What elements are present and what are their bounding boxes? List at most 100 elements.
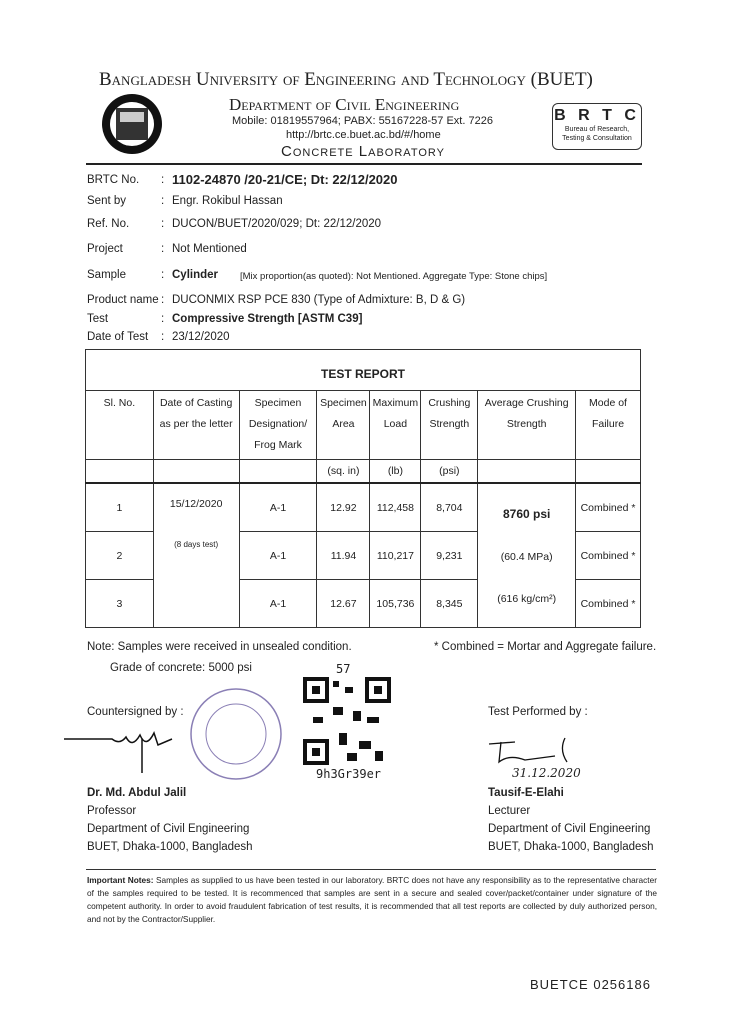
colon: :	[161, 313, 165, 325]
casting-date: 15/12/2020	[169, 498, 223, 510]
table-row: 2 A-1 11.94 110,217 9,231 Combined *	[85, 531, 641, 580]
concrete-grade: Grade of concrete: 5000 psi	[110, 662, 252, 674]
header-cell: Maximum Load	[369, 390, 422, 460]
info-label: Project	[87, 243, 123, 255]
colon: :	[161, 294, 165, 306]
colon: :	[161, 218, 165, 230]
strength-cell: 8,704	[420, 482, 479, 532]
info-label: Ref. No.	[87, 218, 130, 230]
area-cell: 12.67	[316, 579, 371, 628]
unit-cell: (lb)	[369, 459, 422, 484]
header-cell: Average Crushing Strength	[477, 390, 577, 460]
strength-cell: 8,345	[420, 579, 479, 628]
load-cell: 112,458	[369, 482, 422, 532]
signature-left-icon	[64, 731, 173, 773]
brtc-subtitle: Bureau of Research,	[564, 126, 630, 133]
report-title: TEST REPORT	[320, 367, 405, 381]
colon: :	[161, 243, 165, 255]
combined-note: * Combined = Mortar and Aggregate failur…	[434, 641, 657, 653]
test-name: Compressive Strength [ASTM C39]	[172, 313, 363, 325]
ref-number: DUCON/BUET/2020/029; Dt: 22/12/2020	[172, 218, 382, 230]
colon: :	[161, 174, 165, 186]
info-label: Sample	[87, 269, 126, 281]
header-cell: Date of Casting as per the letter	[152, 390, 240, 460]
header-divider	[86, 163, 642, 165]
performer-name: Tausif-E-Elahi	[488, 787, 564, 799]
mode-cell: Combined *	[575, 482, 641, 532]
serial-number: BUETCE 0256186	[530, 977, 651, 992]
department-seal-icon	[190, 688, 282, 780]
average-kg: (616 kg/cm²)	[497, 592, 557, 605]
colon: :	[161, 195, 165, 207]
contact-info: Mobile: 01819557964; PABX: 55167228-57 E…	[232, 115, 493, 127]
header-cell: Sl. No.	[85, 390, 154, 460]
brtc-subtitle: Testing & Consultation	[562, 135, 632, 142]
important-notes-title: Important Notes:	[87, 875, 154, 885]
sl-cell: 2	[85, 531, 154, 580]
notes-divider	[86, 869, 656, 870]
countersigner-title: Professor	[87, 805, 137, 817]
designation-cell: A-1	[238, 482, 318, 532]
average-mpa: (60.4 MPa)	[500, 550, 553, 563]
table-row: 3 A-1 12.67 105,736 8,345 Combined *	[85, 579, 641, 628]
signature-date: 31.12.2020	[512, 766, 581, 780]
average-strength-cell: 8760 psi (60.4 MPa) (616 kg/cm²)	[477, 482, 577, 628]
table-row: 1 15/12/2020 (8 days test) A-1 12.92 112…	[85, 482, 641, 628]
casting-note: (8 days test)	[174, 540, 219, 549]
qr-number: 57	[336, 662, 351, 676]
info-label: BRTC No.	[87, 174, 140, 186]
info-label: Product name	[87, 294, 159, 306]
unit-cell: (psi)	[420, 459, 479, 484]
table-header-row: Sl. No. Date of Casting as per the lette…	[85, 390, 641, 460]
performer-dept: Department of Civil Engineering	[488, 823, 651, 835]
qr-code-text: 9h3Gr39er	[316, 767, 382, 781]
countersigned-label: Countersigned by :	[87, 706, 184, 718]
sample: Cylinder	[172, 269, 219, 281]
countersigner-dept: Department of Civil Engineering	[87, 823, 250, 835]
lab-name: Concrete Laboratory	[281, 143, 445, 160]
university-name: Bangladesh University of Engineering and…	[99, 69, 593, 90]
signature-right-icon	[488, 737, 568, 764]
department-name: Department of Civil Engineering	[229, 95, 460, 114]
sl-cell: 3	[85, 579, 154, 628]
mode-cell: Combined *	[575, 531, 641, 580]
strength-cell: 9,231	[420, 531, 479, 580]
load-cell: 110,217	[369, 531, 422, 580]
test-date: 23/12/2020	[172, 331, 230, 343]
header-cell: Specimen Area	[316, 390, 371, 460]
info-label: Sent by	[87, 195, 126, 207]
test-results-table: Sl. No. Date of Casting as per the lette…	[85, 390, 641, 628]
info-label: Test	[87, 313, 109, 325]
important-notes-text: Samples as supplied to us have been test…	[87, 875, 657, 924]
brtc-logo: B R T C Bureau of Research, Testing & Co…	[552, 103, 642, 150]
load-cell: 105,736	[369, 579, 422, 628]
mode-cell: Combined *	[575, 579, 641, 628]
qr-code-icon	[303, 677, 391, 765]
sl-cell: 1	[85, 482, 154, 532]
performed-by-label: Test Performed by :	[488, 706, 588, 718]
colon: :	[161, 269, 165, 281]
sent-by: Engr. Rokibul Hassan	[172, 195, 283, 207]
buet-logo-icon	[102, 94, 162, 154]
product-name: DUCONMIX RSP PCE 830 (Type of Admixture:…	[172, 294, 466, 306]
designation-cell: A-1	[238, 579, 318, 628]
average-psi: 8760 psi	[502, 506, 551, 521]
area-cell: 12.92	[316, 482, 371, 532]
brtc-number: 1102-24870 /20-21/CE; Dt: 22/12/2020	[172, 172, 398, 187]
casting-date-cell: 15/12/2020 (8 days test)	[152, 482, 240, 628]
sample-details: [Mix proportion(as quoted): Not Mentione…	[240, 271, 548, 282]
project: Not Mentioned	[172, 243, 247, 255]
important-notes: Important Notes: Samples as supplied to …	[87, 874, 657, 926]
countersigner-address: BUET, Dhaka-1000, Bangladesh	[87, 841, 253, 853]
designation-cell: A-1	[238, 531, 318, 580]
header-cell: Crushing Strength	[420, 390, 479, 460]
info-label: Date of Test	[87, 331, 149, 343]
header-cell: Specimen Designation/ Frog Mark	[238, 390, 318, 460]
units-row: (sq. in) (lb) (psi)	[85, 459, 641, 484]
header-cell: Mode of Failure	[575, 390, 641, 460]
countersigner-name: Dr. Md. Abdul Jalil	[87, 787, 187, 799]
unit-cell: (sq. in)	[316, 459, 371, 484]
colon: :	[161, 331, 165, 343]
performer-title: Lecturer	[488, 805, 531, 817]
